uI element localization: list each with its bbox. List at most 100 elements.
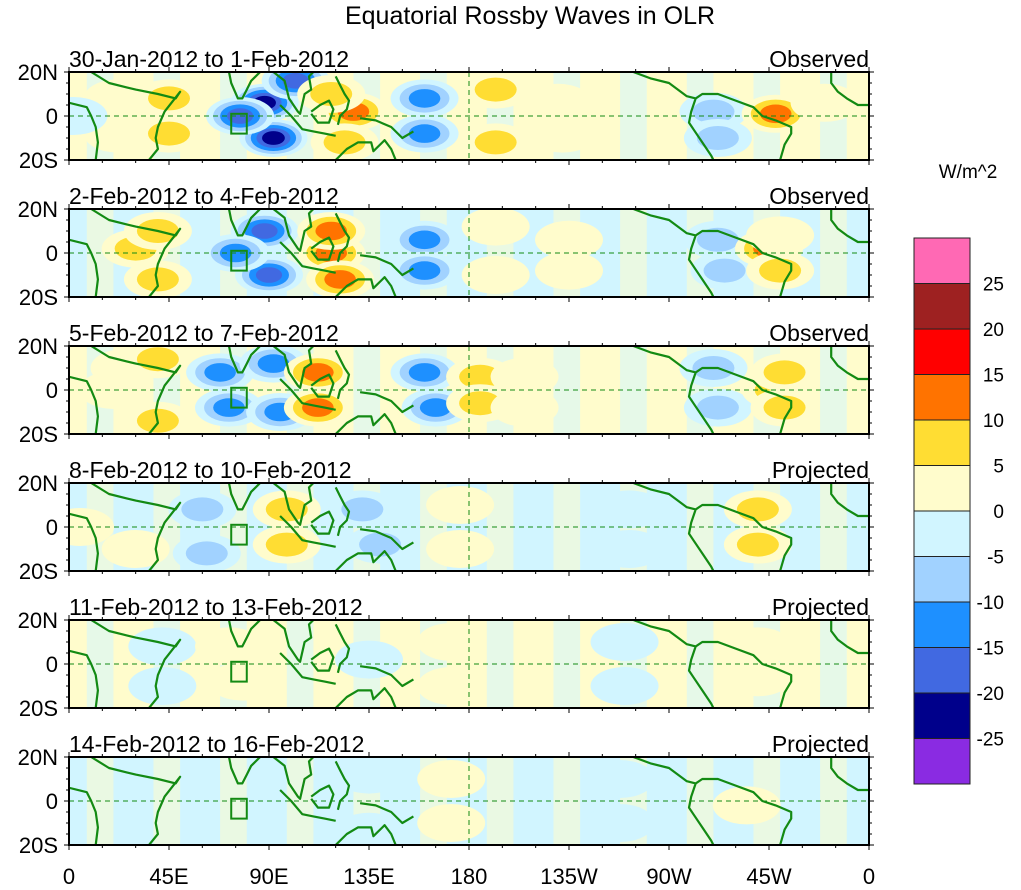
panel-stripe: [620, 209, 647, 297]
anomaly-contour: [408, 89, 441, 108]
anomaly-contour: [474, 77, 517, 102]
anomaly-contour: [692, 99, 735, 124]
anomaly-contour: [417, 667, 486, 705]
anomaly-contour: [723, 627, 792, 666]
anomaly-contour: [459, 364, 502, 389]
anomaly-contour: [712, 786, 781, 825]
anomaly-contour: [736, 497, 779, 522]
anomaly-contour: [590, 623, 659, 661]
anomaly-contour: [265, 532, 308, 557]
x-tick-label: 135W: [540, 864, 598, 889]
panel-date-range: 14-Feb-2012 to 16-Feb-2012: [69, 731, 364, 757]
y-tick-label: 20S: [19, 696, 58, 721]
colorbar-swatch: [913, 374, 971, 421]
region-box: [230, 249, 248, 272]
anomaly-contour: [595, 490, 663, 529]
panels-group: 30-Jan-2012 to 1-Feb-2012 Observed 20N 0 20S…: [18, 46, 874, 858]
region-box: [230, 797, 248, 820]
colorbar-label: -5: [987, 548, 1004, 569]
panel-stripe: [486, 620, 514, 708]
anomaly-contour: [759, 258, 802, 283]
anomaly-contour: [341, 497, 384, 522]
anomaly-contour: [490, 357, 559, 396]
anomaly-contour: [417, 623, 486, 661]
y-tick-label: 20N: [18, 334, 58, 359]
y-tick-label: 0: [46, 104, 58, 129]
anomaly-contour: [746, 216, 815, 255]
y-tick-label: 20N: [18, 471, 58, 496]
x-tick-label: 0: [63, 864, 75, 889]
anomaly-contour: [185, 541, 228, 566]
anomaly-contour: [590, 667, 659, 705]
colorbar-swatch: [913, 237, 971, 284]
anomaly-contour: [535, 251, 603, 290]
colorbar-swatch: [913, 465, 971, 512]
anomaly-contour: [257, 354, 290, 373]
panel-1: 30-Jan-2012 to 1-Feb-2012 Observed 20N 0 20S: [18, 46, 874, 173]
anomaly-contour: [408, 124, 441, 143]
colorbar-label: 25: [983, 275, 1004, 296]
region-box: [230, 660, 248, 683]
panel-field: [69, 346, 869, 434]
anomaly-contour: [426, 530, 495, 568]
anomaly-contour: [696, 395, 739, 420]
anomaly-contour: [251, 223, 278, 239]
anomaly-contour: [703, 258, 746, 283]
y-tick-label: 20S: [19, 148, 58, 173]
panel-stripe: [620, 72, 647, 160]
x-tick-label: 90E: [249, 864, 288, 889]
y-tick-label: 0: [46, 241, 58, 266]
colorbar-swatch: [913, 510, 971, 557]
panel-field: [69, 483, 869, 571]
colorbar-swatch: [913, 647, 971, 694]
panel-status: Projected: [772, 731, 869, 757]
anomaly-contour: [101, 530, 170, 568]
panel-date-range: 8-Feb-2012 to 10-Feb-2012: [69, 457, 352, 483]
colorbar: W/m^2 25 20 15 10 5 0 -5 -10 -15 -20 -25: [913, 162, 1004, 785]
panel-3: 5-Feb-2012 to 7-Feb-2012 Observed 20N 0 20S: [18, 320, 874, 447]
anomaly-contour: [128, 627, 197, 666]
anomaly-contour: [335, 757, 403, 794]
panel-stripe: [486, 483, 514, 571]
colorbar-label: -20: [977, 684, 1004, 705]
anomaly-contour: [335, 812, 403, 845]
panel-field: [69, 72, 869, 160]
panel-field: [69, 620, 869, 708]
panel-status: Observed: [769, 46, 869, 72]
anomaly-contour: [696, 126, 739, 150]
anomaly-contour: [459, 391, 502, 416]
anomaly-contour: [262, 131, 285, 145]
panel-date-range: 30-Jan-2012 to 1-Feb-2012: [69, 46, 349, 72]
anomaly-contour: [535, 220, 603, 259]
anomaly-contour: [195, 627, 263, 666]
anomaly-contour: [255, 267, 283, 283]
anomaly-contour: [586, 760, 655, 798]
y-tick-label: 20S: [19, 422, 58, 447]
panel-status: Projected: [772, 594, 869, 620]
anomaly-contour: [310, 82, 353, 106]
anomaly-contour: [419, 398, 452, 417]
anomaly-contour: [763, 360, 806, 385]
anomaly-contour: [426, 486, 495, 524]
x-tick-label: 45E: [149, 864, 188, 889]
anomaly-contour: [213, 398, 245, 417]
region-box: [230, 523, 248, 546]
panel-6: 14-Feb-2012 to 16-Feb-2012 Projected 20N 0 2…: [18, 731, 874, 858]
anomaly-contour: [523, 83, 592, 122]
anomaly-contour: [417, 760, 486, 798]
panel-stripe: [486, 757, 514, 845]
y-tick-label: 20N: [18, 197, 58, 222]
panel-date-range: 5-Feb-2012 to 7-Feb-2012: [69, 320, 339, 346]
y-tick-label: 20S: [19, 285, 58, 310]
colorbar-label: 15: [983, 366, 1004, 387]
x-tick-label: 45W: [746, 864, 791, 889]
y-tick-label: 20N: [18, 745, 58, 770]
anomaly-contour: [490, 388, 559, 427]
y-tick-label: 20S: [19, 559, 58, 584]
anomaly-contour: [528, 114, 597, 153]
x-tick-label: 135E: [343, 864, 394, 889]
panel-2: 2-Feb-2012 to 4-Feb-2012 Observed 20N 0 20S: [18, 183, 874, 310]
colorbar-swatch: [913, 328, 971, 375]
y-tick-label: 0: [46, 378, 58, 403]
anomaly-contour: [586, 804, 655, 842]
